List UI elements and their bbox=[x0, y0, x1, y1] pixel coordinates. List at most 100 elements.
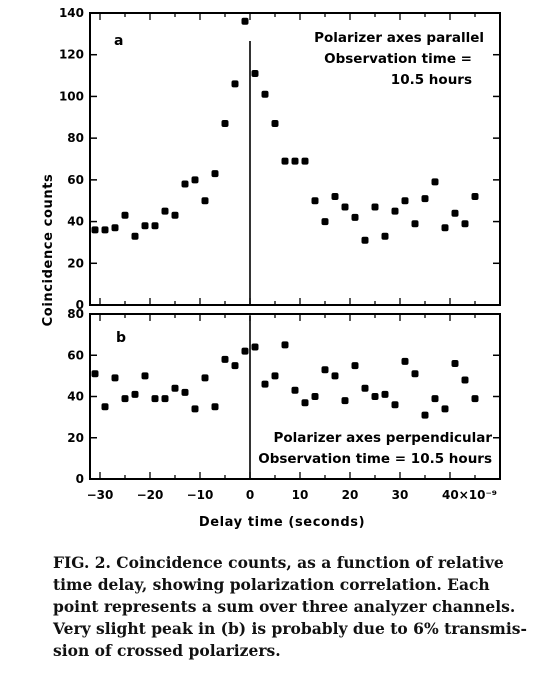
caption-line: Very slight peak in (b) is probably due … bbox=[53, 619, 527, 638]
data-point bbox=[381, 390, 389, 398]
data-point bbox=[391, 401, 399, 409]
data-point bbox=[421, 195, 429, 203]
data-point bbox=[301, 399, 309, 407]
data-point bbox=[161, 207, 169, 215]
y-tick-label: 20 bbox=[67, 431, 84, 445]
data-point bbox=[131, 232, 139, 240]
figure: 0 20 40 60 80 100 120 140 a Polarizer axes parall… bbox=[41, 6, 501, 530]
data-point bbox=[471, 395, 479, 403]
data-point bbox=[251, 70, 259, 77]
y-tick-label: 140 bbox=[59, 6, 84, 20]
data-point bbox=[91, 370, 99, 378]
data-point bbox=[451, 209, 459, 217]
data-point bbox=[471, 193, 479, 200]
data-point bbox=[171, 211, 179, 219]
data-point bbox=[261, 90, 269, 98]
y-tick-label: 0 bbox=[76, 298, 84, 312]
y-tick-label: 80 bbox=[67, 131, 84, 145]
data-point bbox=[251, 343, 259, 351]
data-point bbox=[271, 372, 279, 380]
caption-line: time delay, showing polarization correla… bbox=[53, 575, 490, 594]
data-point bbox=[281, 157, 289, 165]
data-point bbox=[121, 395, 129, 403]
annotation-line: Polarizer axes perpendicular bbox=[274, 430, 493, 446]
data-point bbox=[171, 384, 179, 392]
data-point bbox=[231, 80, 239, 88]
data-point bbox=[321, 218, 329, 226]
annotation-line: Observation time = 10.5 hours bbox=[258, 451, 492, 467]
data-point bbox=[211, 403, 219, 411]
caption-line: sion of crossed polarizers. bbox=[53, 641, 281, 660]
y-tick-label: 120 bbox=[59, 48, 84, 62]
y-tick-label: 100 bbox=[59, 89, 84, 103]
data-point bbox=[141, 222, 149, 230]
data-point bbox=[351, 362, 359, 370]
data-point bbox=[311, 393, 319, 400]
data-point bbox=[411, 220, 419, 228]
figure-caption: FIG. 2. Coincidence counts, as a functio… bbox=[53, 552, 553, 662]
annotation-line: 10.5 hours bbox=[391, 72, 472, 88]
data-point bbox=[391, 207, 399, 215]
data-point bbox=[191, 176, 199, 184]
data-point bbox=[221, 120, 229, 127]
panel-label: b bbox=[116, 330, 126, 346]
data-point bbox=[311, 197, 319, 205]
data-point bbox=[451, 360, 459, 367]
data-point bbox=[131, 390, 139, 398]
data-point bbox=[101, 226, 109, 234]
data-point bbox=[431, 178, 439, 186]
data-point bbox=[281, 341, 289, 349]
annotation-line: Polarizer axes parallel bbox=[314, 30, 484, 46]
x-axis-label: Delay time (seconds) bbox=[199, 515, 365, 530]
data-point bbox=[361, 384, 369, 392]
data-point bbox=[111, 224, 119, 232]
x-tick-label: 30 bbox=[392, 488, 409, 502]
data-point bbox=[411, 370, 419, 378]
data-point bbox=[101, 403, 109, 411]
y-tick-label: 0 bbox=[76, 472, 84, 486]
data-point bbox=[431, 395, 439, 403]
y-tick-label: 20 bbox=[67, 256, 84, 270]
data-point bbox=[441, 224, 449, 232]
data-point bbox=[181, 180, 189, 188]
data-point bbox=[331, 372, 339, 380]
y-tick-label: 40 bbox=[67, 390, 84, 404]
data-point bbox=[321, 366, 329, 374]
data-point bbox=[211, 170, 219, 178]
y-tick-label: 80 bbox=[67, 307, 84, 321]
x-tick-label: 40×10⁻⁹ bbox=[442, 488, 497, 502]
data-point bbox=[461, 376, 469, 384]
x-tick-label: 0 bbox=[246, 488, 254, 502]
data-point bbox=[221, 355, 229, 363]
data-point bbox=[401, 357, 409, 365]
data-point bbox=[341, 203, 349, 211]
x-tick-label: −30 bbox=[87, 488, 114, 502]
x-tick-label: 10 bbox=[292, 488, 309, 502]
y-tick-label: 60 bbox=[67, 173, 84, 187]
data-point bbox=[301, 157, 309, 165]
y-axis-label: Coincidence counts bbox=[41, 174, 56, 327]
data-point bbox=[381, 232, 389, 240]
data-point bbox=[291, 386, 299, 394]
x-tick-label: −10 bbox=[187, 488, 214, 502]
data-point bbox=[351, 213, 359, 221]
data-point bbox=[401, 197, 409, 205]
data-point bbox=[291, 157, 299, 165]
data-point bbox=[111, 374, 119, 382]
y-tick-label: 40 bbox=[67, 215, 84, 229]
data-point bbox=[361, 236, 369, 244]
data-point bbox=[371, 203, 379, 211]
panel-b: 0 20 40 60 80 b Polarizer axes perpendicular Ob… bbox=[67, 307, 501, 502]
data-point bbox=[261, 380, 269, 388]
data-point bbox=[441, 405, 449, 413]
data-point bbox=[241, 17, 249, 25]
data-point bbox=[461, 220, 469, 228]
data-point bbox=[331, 193, 339, 200]
data-point bbox=[201, 374, 209, 382]
y-tick-label: 60 bbox=[67, 348, 84, 362]
caption-line: point represents a sum over three analyz… bbox=[53, 597, 516, 616]
data-point bbox=[421, 411, 429, 419]
data-point bbox=[151, 395, 159, 403]
data-point bbox=[141, 372, 149, 380]
